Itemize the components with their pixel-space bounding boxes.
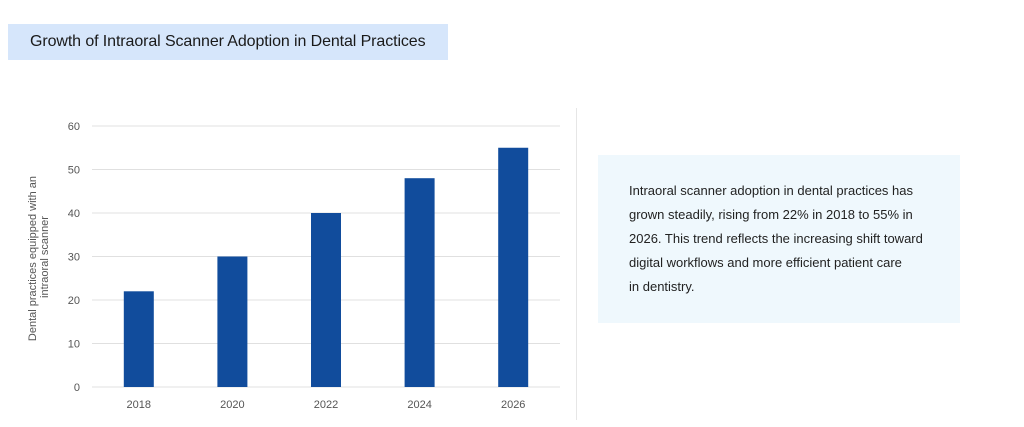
panel-divider [576,108,577,420]
y-tick-label: 30 [68,252,80,264]
bar-2020 [217,256,248,387]
y-axis-label-line-2: intraoral scanner [39,216,51,298]
bars [123,147,529,387]
summary-line: Intraoral scanner adoption in dental pra… [629,183,914,198]
x-tick-label: 2026 [501,399,525,411]
chart-title-banner: Growth of Intraoral Scanner Adoption in … [8,24,448,60]
summary-line: 2026. This trend reflects the increasing… [629,231,923,246]
bar-2022 [311,213,341,387]
bar-chart: 0 10 20 30 40 50 60 2018 2020 2022 2024 2026 Denta… [27,121,560,411]
y-axis-label: Dental practices equipped with an intrao… [27,173,51,341]
bar-2018 [123,291,154,387]
x-tick-label: 2024 [407,399,431,411]
summary-text: Intraoral scanner adoption in dental pra… [629,179,940,299]
x-tick-label: 2018 [127,399,151,411]
y-tick-label: 50 [68,165,80,177]
x-axis-ticks: 2018 2020 2022 2024 2026 [127,399,526,411]
y-tick-label: 20 [68,295,80,307]
y-tick-label: 0 [74,382,80,394]
bar-2024 [404,178,435,387]
y-tick-label: 40 [68,208,80,220]
summary-line: digital workflows and more efficient pat… [629,255,902,270]
y-axis-ticks: 0 10 20 30 40 50 60 [68,121,80,394]
y-tick-label: 60 [68,121,80,133]
summary-panel: Intraoral scanner adoption in dental pra… [598,155,960,323]
chart-title: Growth of Intraoral Scanner Adoption in … [30,33,426,50]
summary-line: in dentistry. [629,279,695,294]
bar-2026 [498,147,529,387]
x-tick-label: 2022 [314,399,338,411]
x-tick-label: 2020 [220,399,244,411]
y-tick-label: 10 [68,339,80,351]
summary-line: grown steadily, rising from 22% in 2018 … [629,207,913,222]
y-axis-label-line-1: Dental practices equipped with an [27,176,39,341]
